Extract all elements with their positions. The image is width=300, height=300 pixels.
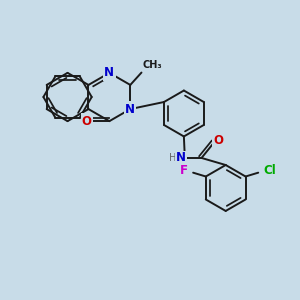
Text: Cl: Cl [263, 164, 276, 177]
Text: N: N [104, 66, 114, 80]
Text: O: O [213, 134, 223, 147]
Text: N: N [125, 103, 135, 116]
Text: O: O [82, 115, 92, 128]
Text: H: H [169, 153, 176, 163]
Text: N: N [176, 152, 186, 164]
Text: F: F [180, 164, 188, 177]
Text: CH₃: CH₃ [142, 60, 162, 70]
